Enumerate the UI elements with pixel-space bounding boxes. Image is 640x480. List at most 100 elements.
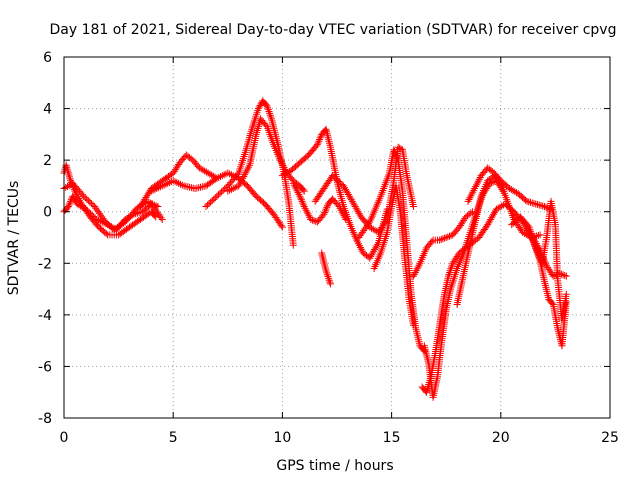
data-point bbox=[523, 197, 531, 205]
data-point bbox=[141, 195, 149, 203]
data-point bbox=[409, 203, 417, 211]
data-point bbox=[65, 171, 73, 179]
data-point bbox=[64, 203, 72, 211]
grid bbox=[64, 57, 610, 418]
data-point bbox=[324, 273, 332, 281]
data-point bbox=[217, 172, 225, 180]
x-axis: 0 5 10 15 20 25 bbox=[60, 57, 619, 446]
data-point bbox=[296, 192, 304, 200]
y-axis-label: SDTVAR / TECUs bbox=[6, 181, 22, 296]
data-point bbox=[316, 136, 324, 144]
data-point bbox=[216, 189, 224, 197]
y-tick-label: -2 bbox=[38, 256, 52, 272]
series-arc-21 bbox=[523, 223, 570, 350]
data-point bbox=[233, 171, 241, 179]
data-point bbox=[393, 154, 401, 162]
data-point bbox=[136, 203, 144, 211]
data-point bbox=[326, 280, 334, 288]
data-point bbox=[540, 203, 548, 211]
data-point bbox=[208, 197, 216, 205]
series-arc-10 bbox=[318, 249, 334, 288]
data-point bbox=[444, 233, 452, 241]
y-tick-label: 6 bbox=[43, 50, 52, 66]
data-point bbox=[204, 201, 212, 209]
x-tick-label: 0 bbox=[60, 430, 69, 446]
data-point bbox=[394, 143, 402, 151]
data-point bbox=[229, 185, 237, 193]
series-arc-9 bbox=[289, 179, 350, 226]
data-point bbox=[561, 272, 569, 280]
data-point bbox=[447, 265, 455, 273]
data-point bbox=[321, 209, 329, 217]
data-point bbox=[66, 199, 74, 207]
data-point bbox=[220, 171, 228, 179]
data-point bbox=[254, 123, 262, 131]
data-point bbox=[397, 145, 405, 153]
data-point bbox=[207, 198, 215, 206]
data-point bbox=[489, 168, 497, 176]
data-point bbox=[428, 238, 436, 246]
data-point bbox=[176, 180, 184, 188]
data-point bbox=[211, 194, 219, 202]
data-point bbox=[164, 179, 172, 187]
data-point bbox=[157, 214, 165, 222]
data-point bbox=[187, 155, 195, 163]
data-point bbox=[393, 153, 401, 161]
data-point bbox=[373, 227, 381, 235]
data-point bbox=[158, 182, 166, 190]
data-point bbox=[153, 185, 161, 193]
data-point bbox=[214, 191, 222, 199]
data-point bbox=[78, 191, 86, 199]
data-point bbox=[266, 109, 274, 117]
data-point bbox=[446, 267, 454, 275]
data-point bbox=[218, 188, 226, 196]
data-point bbox=[224, 169, 232, 177]
data-point bbox=[67, 197, 75, 205]
data-point bbox=[522, 196, 530, 204]
data-point bbox=[87, 200, 95, 208]
data-point bbox=[151, 212, 159, 220]
series-arc-12 bbox=[355, 146, 428, 355]
data-point bbox=[158, 215, 166, 223]
data-point bbox=[156, 183, 164, 191]
x-tick-label: 15 bbox=[383, 430, 401, 446]
data-point bbox=[262, 121, 270, 129]
data-point bbox=[527, 198, 535, 206]
series-arc-11 bbox=[311, 143, 417, 236]
y-tick-label: 4 bbox=[43, 102, 52, 118]
data-point bbox=[392, 151, 400, 159]
data-point bbox=[213, 174, 221, 182]
series-arc-16 bbox=[420, 177, 507, 401]
data-point bbox=[254, 125, 262, 133]
y-tick-label: -8 bbox=[38, 411, 52, 427]
data-point bbox=[300, 201, 308, 209]
data-point bbox=[329, 172, 337, 180]
data-point bbox=[314, 139, 322, 147]
data-point bbox=[536, 231, 544, 239]
data-point bbox=[539, 202, 547, 210]
x-tick-label: 20 bbox=[492, 430, 510, 446]
data-point bbox=[308, 216, 316, 224]
data-point bbox=[253, 126, 261, 134]
data-point bbox=[152, 202, 160, 210]
series-arc-14 bbox=[409, 208, 476, 280]
data-point bbox=[83, 195, 91, 203]
data-point bbox=[178, 181, 186, 189]
data-point bbox=[532, 200, 540, 208]
chart-title: Day 181 of 2021, Sidereal Day-to-day VTE… bbox=[50, 22, 617, 38]
data-point bbox=[467, 209, 475, 217]
data-point bbox=[548, 299, 556, 307]
data-point bbox=[65, 201, 73, 209]
data-point bbox=[147, 199, 155, 207]
data-point bbox=[323, 269, 331, 277]
data-point bbox=[145, 198, 153, 206]
data-point bbox=[140, 197, 148, 205]
data-point bbox=[330, 173, 338, 181]
data-point bbox=[325, 276, 333, 284]
x-tick-label: 10 bbox=[273, 430, 291, 446]
data-point bbox=[139, 199, 147, 207]
series-arc-4 bbox=[136, 151, 221, 211]
data-point bbox=[307, 215, 315, 223]
x-tick-label: 5 bbox=[169, 430, 178, 446]
data-point bbox=[154, 203, 162, 211]
